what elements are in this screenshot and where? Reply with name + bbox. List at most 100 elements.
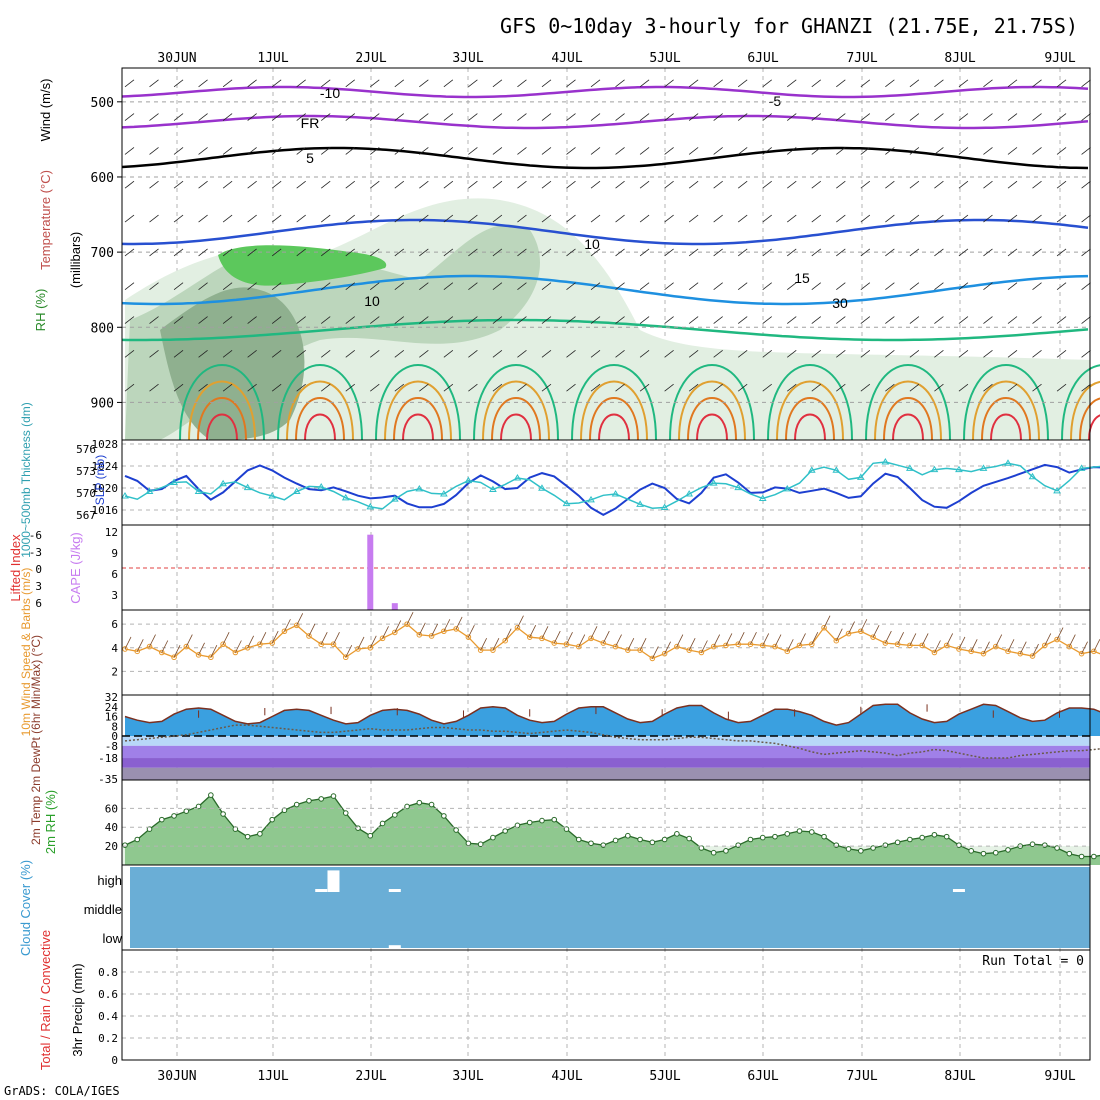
wind-barb bbox=[811, 180, 822, 189]
wind-barb bbox=[222, 79, 233, 88]
wind-barb bbox=[860, 147, 871, 155]
wind-barb bbox=[124, 316, 135, 324]
rh-point bbox=[845, 846, 852, 852]
wind-speed-point bbox=[342, 654, 349, 661]
wind-speed-point bbox=[551, 640, 558, 646]
wind-barb bbox=[296, 214, 306, 223]
wind-speed-point bbox=[796, 642, 803, 649]
wind-barb bbox=[443, 350, 454, 358]
cloud-layer-label-high: high bbox=[97, 873, 122, 888]
wind-barb bbox=[590, 79, 601, 88]
wind-barb bbox=[247, 316, 257, 324]
wind-barb-10m bbox=[394, 620, 402, 633]
thickness-point bbox=[562, 499, 571, 507]
wind-panel-frame bbox=[121, 609, 1091, 696]
rh-point bbox=[318, 796, 325, 802]
wind-barb bbox=[320, 350, 331, 358]
wind-barb bbox=[762, 248, 772, 257]
wind-barb bbox=[370, 214, 380, 223]
wind-barb bbox=[222, 383, 233, 392]
wind-speed-point bbox=[698, 649, 705, 656]
wind-speed-point bbox=[575, 643, 582, 650]
wind-barb bbox=[149, 282, 159, 291]
rh-point bbox=[907, 836, 913, 843]
wind-barb bbox=[345, 316, 355, 324]
wind-speed-point bbox=[453, 626, 459, 632]
wind-barb bbox=[1056, 248, 1067, 257]
wind-barb bbox=[885, 248, 895, 257]
rh-area bbox=[125, 795, 1100, 865]
wind-barb bbox=[909, 350, 920, 358]
wind-barb-10m bbox=[909, 633, 917, 646]
rh-point bbox=[563, 826, 570, 832]
wind-barb bbox=[1081, 316, 1091, 324]
wind-barb bbox=[762, 214, 772, 223]
wind-barb bbox=[149, 147, 159, 155]
warm-loop-1-1 bbox=[286, 380, 354, 441]
wind-barb bbox=[860, 248, 871, 257]
wind-barb bbox=[615, 180, 625, 189]
wind-barb bbox=[1032, 282, 1042, 291]
wind-barb-10m bbox=[124, 636, 132, 650]
wind-barb bbox=[983, 113, 993, 121]
wind-barb-10m bbox=[284, 619, 291, 632]
warm-loop-3-2 bbox=[491, 397, 541, 441]
wind-barb bbox=[860, 113, 871, 121]
wind-barb bbox=[320, 248, 331, 257]
thickness-point bbox=[439, 490, 448, 497]
wind-barb bbox=[1032, 350, 1042, 358]
wind-barb bbox=[713, 282, 723, 291]
wind-barb bbox=[345, 214, 355, 223]
wind-barb-10m bbox=[136, 639, 144, 652]
warm-loop-2-1 bbox=[384, 380, 452, 441]
wind-barb bbox=[639, 316, 650, 324]
wind-barb bbox=[909, 316, 920, 324]
wind-barb-10m bbox=[185, 634, 193, 647]
cloud-background bbox=[130, 867, 1090, 948]
wind-barb bbox=[787, 214, 797, 223]
wind-barb bbox=[124, 214, 135, 223]
rh-point bbox=[1029, 841, 1036, 848]
wind-barb bbox=[958, 282, 969, 291]
wind-barb bbox=[787, 350, 797, 358]
wind-barb bbox=[836, 282, 846, 291]
wind-barb bbox=[1007, 248, 1018, 257]
thickness-point bbox=[464, 476, 473, 484]
li-tick-label-2: 0 bbox=[35, 563, 42, 576]
wind-barb-10m bbox=[443, 619, 451, 632]
wind-speed-point bbox=[723, 642, 729, 649]
rh-point bbox=[1054, 845, 1060, 851]
wind-barb-10m bbox=[1019, 641, 1027, 654]
wind-barb bbox=[198, 180, 208, 189]
wind-barb-10m bbox=[848, 621, 855, 634]
temp-ylabel: 2m Temp 2m DewPt (6hr Min/Max) (°C) bbox=[29, 635, 43, 845]
bottom-date-label-2: 2JUL bbox=[355, 1069, 386, 1084]
wind-barb bbox=[566, 350, 576, 358]
temp-tick-label-7: 32 bbox=[105, 691, 118, 704]
slp-panel-frame bbox=[121, 439, 1091, 526]
wind-barb-10m bbox=[934, 640, 941, 653]
warm-loop-7-0 bbox=[865, 364, 951, 441]
rh-point bbox=[612, 837, 619, 844]
wind-barb bbox=[1081, 282, 1091, 291]
warm-loop-5-2 bbox=[687, 397, 737, 441]
wind-barb-10m bbox=[1044, 633, 1052, 646]
wind-barb-10m bbox=[811, 632, 819, 645]
wind-barb-10m bbox=[320, 632, 328, 645]
wind-barb bbox=[541, 383, 552, 392]
wind-barb bbox=[419, 316, 429, 324]
wind-barb-10m bbox=[480, 637, 488, 651]
wind-barb bbox=[713, 147, 723, 155]
wind-barb bbox=[688, 214, 699, 223]
precip-ylabel-types: Total / Rain / Convective bbox=[38, 930, 53, 1070]
wind-speed-point bbox=[428, 633, 435, 639]
thickness-point bbox=[366, 502, 375, 510]
wind-barb bbox=[1056, 79, 1067, 88]
wind-barb bbox=[173, 316, 184, 324]
slp-ylabel-slp: SLP (mb) bbox=[93, 455, 107, 505]
wind-barb bbox=[615, 316, 625, 324]
slp-ylabel-thickness: 1000~500mb Thickness (dm) bbox=[19, 402, 33, 558]
wind-speed-point bbox=[244, 644, 251, 651]
wind-barb bbox=[566, 214, 576, 223]
thickness-point bbox=[1028, 472, 1037, 480]
